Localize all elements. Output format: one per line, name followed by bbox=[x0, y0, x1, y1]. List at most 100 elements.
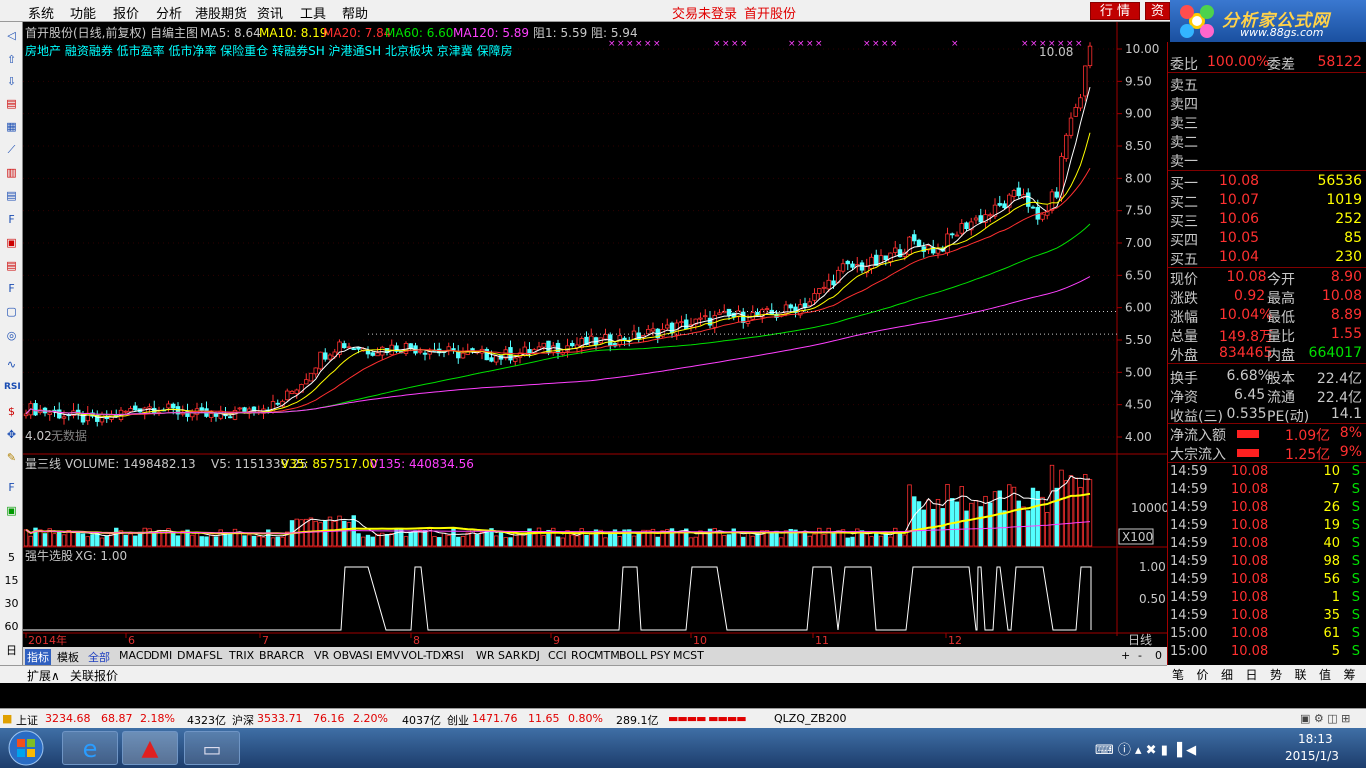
notepad-icon[interactable]: ▭ bbox=[184, 731, 240, 765]
open-account-link[interactable]: 首开股份 bbox=[744, 7, 797, 22]
back-arrow-icon[interactable]: ◁ bbox=[7, 29, 16, 42]
quote-button[interactable]: 行 情 bbox=[1090, 2, 1140, 20]
indicator-tab[interactable]: EMV bbox=[376, 649, 400, 662]
indicator-tab[interactable]: VR bbox=[314, 649, 330, 662]
period-30min[interactable]: 30 bbox=[4, 597, 19, 610]
tray-icons[interactable]: ⌨ ⓘ ▴ ✖ ▮ ▐ ◀ bbox=[1095, 743, 1197, 758]
dollar-icon[interactable]: $ bbox=[8, 405, 15, 418]
status-tools-icon[interactable]: ▣ ⚙ ◫ ⊞ bbox=[1300, 712, 1351, 725]
table-icon[interactable]: ▤ bbox=[6, 189, 17, 202]
menu-quote[interactable]: 报价 bbox=[113, 7, 140, 22]
f10-icon[interactable]: F bbox=[8, 213, 15, 226]
volume-bar bbox=[460, 535, 466, 547]
indicator-tab[interactable]: CR bbox=[289, 649, 305, 662]
up-arrow-icon[interactable]: ⇧ bbox=[6, 53, 17, 66]
candle-body bbox=[997, 203, 1002, 206]
indicator-tab[interactable]: DMA bbox=[177, 649, 203, 662]
copy-icon[interactable]: ▢ bbox=[6, 305, 17, 318]
menu-hk-futures[interactable]: 港股期货 bbox=[195, 7, 248, 22]
line-chart-icon[interactable]: ⟋ bbox=[7, 143, 16, 156]
quote-tab[interactable]: 笔 bbox=[1172, 668, 1185, 682]
volume-bar bbox=[123, 534, 128, 547]
candle-body bbox=[313, 367, 318, 375]
news-icon[interactable]: ▤ bbox=[6, 259, 17, 272]
indicator-tab[interactable]: PSY bbox=[650, 649, 671, 662]
indicator-tab[interactable]: CCI bbox=[548, 649, 567, 662]
candle-body bbox=[969, 221, 974, 231]
grid-icon[interactable]: ▦ bbox=[6, 120, 17, 133]
menu-news[interactable]: 资讯 bbox=[257, 7, 284, 22]
f5-icon[interactable]: F bbox=[8, 481, 15, 494]
zoom-out-button[interactable]: - bbox=[1138, 649, 1142, 662]
period-5min[interactable]: 5 bbox=[8, 551, 15, 564]
period-day[interactable]: 日 bbox=[6, 644, 17, 657]
indicator-tab[interactable]: BOLL bbox=[619, 649, 648, 662]
indicator-tab[interactable]: 模板 bbox=[57, 651, 79, 664]
wave-icon[interactable]: ∿ bbox=[6, 358, 17, 371]
volume-bar bbox=[465, 532, 470, 547]
quote-tab[interactable]: 细 bbox=[1221, 668, 1234, 682]
volume-bar bbox=[940, 508, 945, 547]
indicator-tab[interactable]: 指标 bbox=[25, 649, 51, 665]
indicator-tab[interactable]: BRAR bbox=[259, 649, 289, 662]
capital-flow-cell: 大宗流入 bbox=[1170, 447, 1226, 463]
related-quote-button[interactable]: 关联报价 bbox=[70, 669, 119, 683]
volume-bar bbox=[570, 534, 575, 547]
quote-tab[interactable]: 价 bbox=[1196, 668, 1209, 682]
sh-index[interactable]: 3234.68 bbox=[45, 712, 91, 725]
indicator-tab[interactable]: VOL-TDX bbox=[401, 649, 449, 662]
candle-body bbox=[793, 306, 798, 313]
indicator-tab[interactable]: FSL bbox=[203, 649, 223, 662]
indicator-tab[interactable]: SAR bbox=[498, 649, 521, 662]
indicator-tab[interactable]: RSI bbox=[446, 649, 464, 662]
menu-function[interactable]: 功能 bbox=[70, 7, 97, 22]
zoom-in-button[interactable]: + bbox=[1121, 649, 1131, 662]
volume-bar bbox=[1045, 512, 1050, 547]
quote-tab[interactable]: 势 bbox=[1270, 668, 1283, 682]
hs-index[interactable]: 3533.71 bbox=[257, 712, 303, 725]
switch-icon[interactable]: ▣ bbox=[6, 504, 17, 517]
trade-button[interactable]: 资 bbox=[1145, 2, 1170, 20]
pencil-icon[interactable]: ✎ bbox=[6, 451, 17, 464]
period-15min[interactable]: 15 bbox=[4, 574, 19, 587]
cy-index[interactable]: 1471.76 bbox=[472, 712, 518, 725]
quote-list-icon[interactable]: ▤ bbox=[6, 97, 17, 110]
expand-button[interactable]: 扩展∧ bbox=[27, 669, 60, 683]
quote-tab[interactable]: 筹 bbox=[1343, 668, 1356, 682]
rsi-icon[interactable]: RSI bbox=[4, 382, 21, 392]
down-arrow-icon[interactable]: ⇩ bbox=[6, 75, 17, 88]
indicator-tab[interactable]: MACD bbox=[119, 649, 152, 662]
report-icon[interactable]: ▣ bbox=[6, 236, 17, 249]
indicator-tab[interactable]: MTM bbox=[594, 649, 620, 662]
indicator-tab[interactable]: ROC bbox=[571, 649, 595, 662]
menu-tools[interactable]: 工具 bbox=[300, 7, 327, 22]
candle-body bbox=[33, 403, 38, 416]
period-60min[interactable]: 60 bbox=[4, 620, 19, 633]
indicator-tab[interactable]: MCST bbox=[673, 649, 704, 662]
indicator-tab[interactable]: OBV bbox=[333, 649, 357, 662]
start-button-icon[interactable] bbox=[4, 728, 48, 768]
quote-tab[interactable]: 日 bbox=[1245, 668, 1258, 682]
menu-analysis[interactable]: 分析 bbox=[156, 7, 183, 22]
indicator-tab[interactable]: WR bbox=[476, 649, 495, 662]
menu-help[interactable]: 帮助 bbox=[342, 7, 369, 22]
date-axis-label: 12 bbox=[948, 634, 962, 647]
volume-bar bbox=[874, 531, 879, 547]
trading-app-icon[interactable]: ▲ bbox=[122, 731, 178, 765]
quote-tab[interactable]: 联 bbox=[1294, 668, 1307, 682]
indicator-tab[interactable]: 全部 bbox=[88, 651, 110, 664]
indicator-tab[interactable]: DMI bbox=[151, 649, 173, 662]
indicator-tab[interactable]: ASI bbox=[355, 649, 373, 662]
f12-icon[interactable]: F bbox=[8, 282, 15, 295]
ie-icon[interactable]: e bbox=[62, 731, 118, 765]
candle-icon[interactable]: ▥ bbox=[6, 166, 17, 179]
menu-system[interactable]: 系统 bbox=[28, 7, 55, 22]
trade-login-status[interactable]: 交易未登录 bbox=[672, 7, 738, 22]
circle-icon[interactable]: ◎ bbox=[6, 329, 17, 342]
reset-button[interactable]: 0 bbox=[1155, 649, 1162, 662]
indicator-tab[interactable]: KDJ bbox=[521, 649, 540, 662]
quote-tab[interactable]: 值 bbox=[1319, 668, 1332, 682]
indicator-tab[interactable]: TRIX bbox=[229, 649, 255, 662]
stock-chart[interactable]: 10.00 9.50 9.00 8.50 8.00 7.50 7.00 6.50 6.00 5.5… bbox=[23, 22, 1167, 647]
move-icon[interactable]: ✥ bbox=[6, 428, 17, 441]
